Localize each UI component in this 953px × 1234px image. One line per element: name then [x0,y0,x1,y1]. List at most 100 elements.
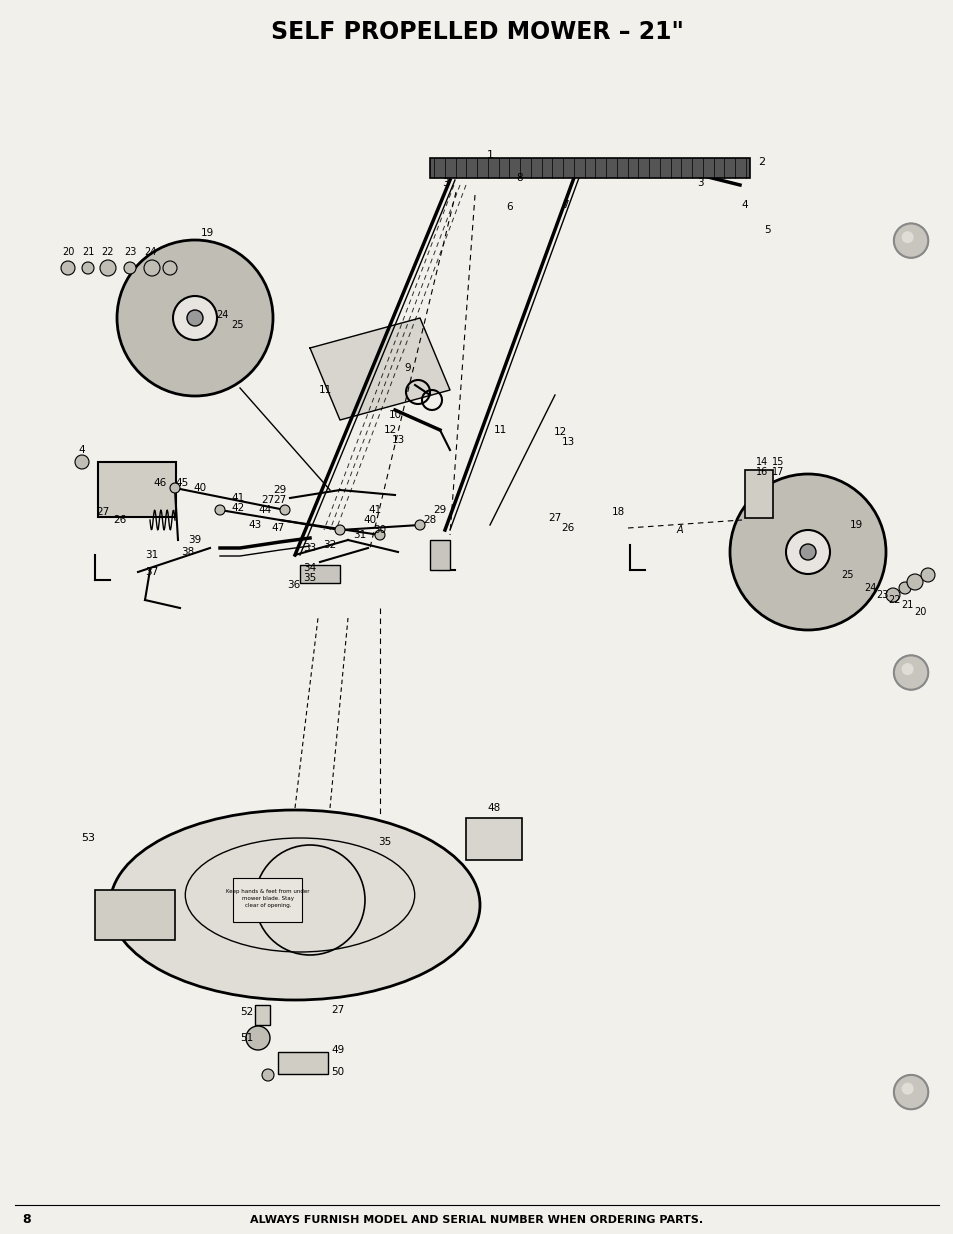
Text: 35: 35 [303,573,316,582]
Text: 33: 33 [303,543,316,553]
Text: 17: 17 [771,466,783,478]
Circle shape [906,574,923,590]
Text: 38: 38 [181,547,194,557]
Text: 1: 1 [486,151,493,160]
Circle shape [415,520,424,529]
Circle shape [893,223,927,258]
Text: SELF PROPELLED MOWER – 21": SELF PROPELLED MOWER – 21" [271,20,682,44]
Text: 15: 15 [771,457,783,466]
Text: 12: 12 [553,427,566,437]
Text: 6: 6 [506,202,513,212]
Text: 12: 12 [383,424,396,436]
Text: 26: 26 [113,515,127,524]
Circle shape [75,455,89,469]
Text: 25: 25 [841,570,853,580]
Text: 11: 11 [493,424,506,436]
Circle shape [170,482,180,494]
Circle shape [800,544,815,560]
Text: 14: 14 [755,457,767,466]
Text: 32: 32 [323,540,336,550]
Text: 29: 29 [433,505,446,515]
FancyBboxPatch shape [299,565,339,582]
Text: 36: 36 [287,580,300,590]
Text: 35: 35 [378,837,392,847]
Text: 27: 27 [261,495,274,505]
Text: 51: 51 [240,1033,253,1043]
Text: 28: 28 [423,515,436,524]
Text: 24: 24 [215,310,228,320]
Circle shape [144,260,160,276]
Circle shape [117,239,273,396]
Text: 27: 27 [331,1004,344,1016]
Text: 19: 19 [200,228,213,238]
Text: 18: 18 [611,507,624,517]
Text: 19: 19 [848,520,862,529]
Text: 2: 2 [758,157,764,167]
Text: 42: 42 [232,503,244,513]
Circle shape [246,1025,270,1050]
Text: 16: 16 [755,466,767,478]
Circle shape [172,296,216,341]
Text: 4: 4 [78,445,85,455]
Circle shape [163,262,177,275]
Text: 10: 10 [388,410,401,420]
Text: 13: 13 [560,437,574,447]
Text: 8: 8 [22,1213,30,1227]
Text: Keep hands & feet from under: Keep hands & feet from under [226,890,310,895]
Text: 45: 45 [175,478,189,487]
Circle shape [124,262,136,274]
FancyBboxPatch shape [744,470,772,518]
Circle shape [893,655,927,690]
FancyBboxPatch shape [95,890,174,940]
Text: 4: 4 [740,200,747,210]
Text: 23: 23 [124,247,136,257]
Text: 7: 7 [561,200,568,210]
Text: 48: 48 [487,803,500,813]
Text: 53: 53 [81,833,95,843]
Text: 41: 41 [232,494,244,503]
Text: 34: 34 [303,563,316,573]
Text: 44: 44 [258,505,272,515]
Circle shape [262,1069,274,1081]
Text: 50: 50 [331,1067,344,1077]
FancyBboxPatch shape [98,462,175,517]
Text: 3: 3 [696,178,702,188]
Circle shape [214,505,225,515]
Circle shape [61,262,75,275]
Text: 40: 40 [193,482,207,494]
FancyBboxPatch shape [430,540,450,570]
Circle shape [901,231,913,243]
Ellipse shape [110,810,479,1000]
Text: 41: 41 [368,505,381,515]
Text: 31: 31 [145,550,158,560]
Circle shape [187,310,203,326]
Circle shape [82,262,94,274]
Circle shape [893,223,927,258]
Text: 31: 31 [353,529,366,540]
Text: 49: 49 [331,1045,344,1055]
Text: 22: 22 [102,247,114,257]
FancyBboxPatch shape [430,158,749,178]
Circle shape [100,260,116,276]
Circle shape [898,582,910,594]
Text: ALWAYS FURNISH MODEL AND SERIAL NUMBER WHEN ORDERING PARTS.: ALWAYS FURNISH MODEL AND SERIAL NUMBER W… [251,1215,702,1225]
Text: 47: 47 [271,523,284,533]
Text: 21: 21 [82,247,94,257]
Polygon shape [310,318,450,420]
Circle shape [901,1082,913,1095]
Text: 46: 46 [153,478,167,487]
Text: 37: 37 [145,566,158,578]
Circle shape [335,524,345,536]
Text: 23: 23 [875,590,887,600]
Text: 40: 40 [363,515,376,524]
Text: 8: 8 [517,173,523,183]
Text: 13: 13 [391,436,404,445]
FancyBboxPatch shape [233,879,302,922]
Text: 25: 25 [232,320,244,329]
Circle shape [885,587,899,602]
Circle shape [920,568,934,582]
Circle shape [785,529,829,574]
Text: 5: 5 [764,225,771,234]
Text: 20: 20 [913,607,925,617]
FancyBboxPatch shape [254,1004,270,1025]
